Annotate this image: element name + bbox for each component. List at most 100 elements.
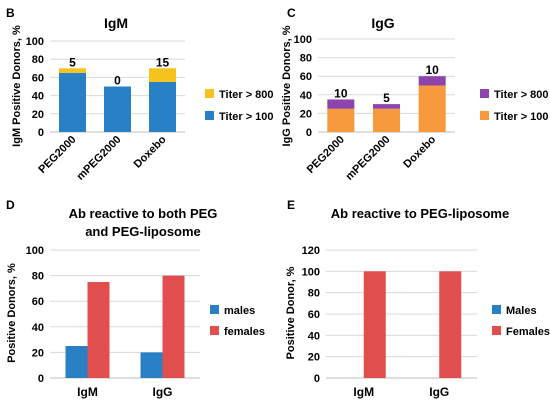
y-axis-label-igg: IgG Positive Donors, % bbox=[281, 25, 293, 146]
y-tick-label: 0 bbox=[38, 373, 44, 385]
y-tick-label: 60 bbox=[32, 296, 44, 308]
y-tick-label: 60 bbox=[308, 309, 320, 321]
bar-mpeg2000-series-0 bbox=[373, 108, 400, 132]
data-label: 10 bbox=[425, 63, 439, 77]
y-tick-label: 60 bbox=[32, 72, 44, 84]
y-tick-label: 100 bbox=[302, 266, 320, 278]
y-tick-label: 80 bbox=[32, 54, 44, 66]
bar-mpeg2000-series-0 bbox=[104, 86, 131, 132]
legend-label: Females bbox=[506, 326, 550, 338]
data-label: 5 bbox=[69, 55, 76, 69]
legend-swatch bbox=[480, 89, 489, 98]
chart-title-igm: IgM bbox=[104, 15, 128, 31]
legend-swatch bbox=[492, 326, 501, 335]
bar-peg2000-series-1 bbox=[327, 99, 355, 109]
y-tick-label: 0 bbox=[306, 127, 312, 139]
y-tick-label: 80 bbox=[32, 271, 44, 283]
legend-liposome: Males Females bbox=[492, 305, 550, 338]
legend-label: Males bbox=[506, 305, 537, 317]
legend-igm: Titer > 800 Titer > 100 bbox=[205, 89, 274, 123]
y-tick-label: 40 bbox=[308, 330, 320, 342]
bar-igm-females bbox=[87, 282, 110, 378]
y-tick-label: 40 bbox=[300, 90, 312, 102]
chart-title-line-2-both: and PEG-liposome bbox=[85, 224, 201, 239]
x-tick-label: IgG bbox=[153, 385, 173, 399]
y-tick-label: 20 bbox=[32, 109, 44, 121]
bar-igm-males bbox=[65, 346, 88, 378]
bar-doxebo-series-0 bbox=[149, 81, 176, 132]
y-tick-label: 100 bbox=[26, 36, 44, 48]
legend-label: Titer > 800 bbox=[494, 89, 549, 101]
bar-peg2000-series-0 bbox=[59, 72, 86, 132]
x-tick-label: IgG bbox=[429, 385, 449, 399]
panel-d: D Ab reactive to both PEG and PEG-liposo… bbox=[6, 198, 265, 399]
y-tick-label: 100 bbox=[294, 34, 312, 46]
legend-swatch bbox=[210, 305, 219, 314]
panel-e: E Ab reactive to PEG-liposome Positive D… bbox=[285, 198, 550, 399]
y-tick-label: 120 bbox=[302, 245, 320, 257]
legend-swatch bbox=[205, 89, 214, 98]
x-tick-label: IgM bbox=[77, 385, 98, 399]
bar-igm-females bbox=[363, 271, 386, 378]
bar-igg-females bbox=[439, 271, 462, 378]
chart-title-igg: IgG bbox=[371, 15, 394, 31]
panel-c: C IgG IgG Positive Donors, % 0 20 40 60 80 10… bbox=[281, 6, 549, 183]
legend-both: males females bbox=[210, 305, 265, 338]
plot-area-igg: 0 20 40 60 80 100 10 PEG2000 5 mPEG2000 10 Doxebo bbox=[294, 34, 455, 183]
y-tick-label: 80 bbox=[308, 288, 320, 300]
legend-label: Titer > 100 bbox=[494, 111, 549, 123]
y-tick-label: 0 bbox=[38, 127, 44, 139]
legend-igg: Titer > 800 Titer > 100 bbox=[480, 89, 549, 123]
y-tick-label: 20 bbox=[308, 352, 320, 364]
y-tick-label: 0 bbox=[314, 373, 320, 385]
bar-doxebo-series-1 bbox=[418, 76, 446, 86]
data-label: 0 bbox=[114, 74, 121, 88]
bar-doxebo-series-0 bbox=[418, 85, 446, 132]
plot-area-both: 0 20 40 60 80 100 IgM IgG bbox=[26, 245, 200, 399]
x-tick-label: IgM bbox=[353, 385, 374, 399]
legend-swatch bbox=[492, 305, 501, 314]
y-tick-label: 20 bbox=[300, 108, 312, 120]
plot-area-liposome: 0 20 40 60 80 100 120 IgM IgG bbox=[302, 245, 477, 399]
panel-letter-d: D bbox=[6, 198, 15, 212]
bar-doxebo-series-1 bbox=[149, 68, 176, 82]
legend-swatch bbox=[210, 326, 219, 335]
y-tick-label: 100 bbox=[26, 245, 44, 257]
panel-letter-b: B bbox=[6, 6, 15, 20]
y-tick-label: 20 bbox=[32, 347, 44, 359]
chart-title-line-1-both: Ab reactive to both PEG bbox=[69, 206, 218, 221]
x-tick-label: Doxebo bbox=[401, 133, 438, 170]
y-axis-label-both: Positive Donors, % bbox=[6, 263, 18, 363]
x-tick-label: mPEG2000 bbox=[74, 134, 123, 183]
y-tick-label: 80 bbox=[300, 53, 312, 65]
y-axis-label-igm: IgM Positive Donors, % bbox=[11, 25, 23, 147]
panel-letter-c: C bbox=[287, 6, 296, 20]
bar-peg2000-series-1 bbox=[59, 68, 86, 73]
chart-title-liposome: Ab reactive to PEG-liposome bbox=[331, 206, 509, 221]
y-tick-label: 40 bbox=[32, 322, 44, 334]
panel-b: B IgM IgM Positive Donors, % 0 20 40 60 80 10… bbox=[6, 6, 274, 183]
y-tick-label: 60 bbox=[300, 71, 312, 83]
bar-igg-males bbox=[140, 352, 163, 378]
bar-igg-females bbox=[162, 275, 185, 378]
data-label: 5 bbox=[383, 91, 390, 105]
legend-label: males bbox=[224, 305, 255, 317]
y-tick-label: 40 bbox=[32, 91, 44, 103]
legend-label: females bbox=[224, 326, 265, 338]
data-label: 10 bbox=[334, 86, 348, 100]
x-tick-label: PEG2000 bbox=[36, 134, 78, 176]
legend-label: Titer > 100 bbox=[219, 111, 274, 123]
legend-label: Titer > 800 bbox=[219, 89, 274, 101]
bar-peg2000-series-0 bbox=[327, 108, 355, 132]
x-tick-label: mPEG2000 bbox=[343, 134, 392, 183]
legend-swatch bbox=[480, 111, 489, 120]
x-tick-label: Doxebo bbox=[132, 133, 169, 170]
panel-letter-e: E bbox=[287, 198, 295, 212]
y-axis-label-liposome: Positive Donor, % bbox=[285, 266, 297, 359]
bar-mpeg2000-series-1 bbox=[373, 104, 400, 109]
legend-swatch bbox=[205, 111, 214, 120]
x-tick-label: PEG2000 bbox=[305, 134, 347, 176]
